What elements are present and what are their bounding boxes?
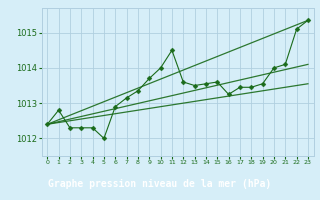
Text: Graphe pression niveau de la mer (hPa): Graphe pression niveau de la mer (hPa) — [48, 179, 272, 189]
